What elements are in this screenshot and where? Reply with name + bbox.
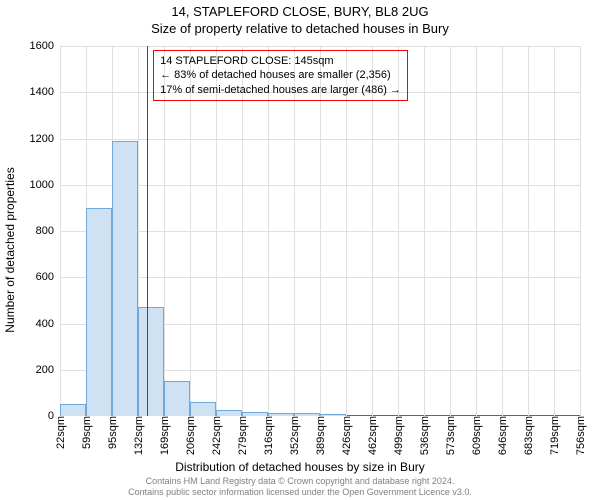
annotation-line-2: ← 83% of detached houses are smaller (2,… xyxy=(160,68,401,82)
histogram-bar xyxy=(242,412,268,416)
x-tick: 95sqm xyxy=(105,416,119,449)
gridline-v xyxy=(528,46,529,416)
histogram-bar xyxy=(86,208,112,416)
gridline-v xyxy=(346,46,347,416)
y-tick: 1400 xyxy=(30,86,60,98)
x-tick: 316sqm xyxy=(261,416,275,455)
x-tick: 242sqm xyxy=(209,416,223,455)
histogram-bar xyxy=(294,413,320,416)
gridline-v xyxy=(372,46,373,416)
histogram-bar xyxy=(268,413,294,416)
gridline-v xyxy=(190,46,191,416)
gridline-v xyxy=(164,46,165,416)
gridline-v xyxy=(476,46,477,416)
x-tick: 169sqm xyxy=(157,416,171,455)
y-tick: 1000 xyxy=(30,179,60,191)
x-tick: 279sqm xyxy=(235,416,249,455)
x-tick: 499sqm xyxy=(391,416,405,455)
x-tick: 646sqm xyxy=(495,416,509,455)
x-tick: 609sqm xyxy=(469,416,483,455)
x-tick: 59sqm xyxy=(79,416,93,449)
x-tick: 389sqm xyxy=(313,416,327,455)
annotation-box: 14 STAPLEFORD CLOSE: 145sqm← 83% of deta… xyxy=(153,50,408,101)
footer-line-2: Contains public sector information licen… xyxy=(0,487,600,498)
gridline-v xyxy=(398,46,399,416)
x-tick: 22sqm xyxy=(53,416,67,449)
y-tick: 400 xyxy=(36,318,60,330)
histogram-bar xyxy=(320,414,346,416)
x-tick: 536sqm xyxy=(417,416,431,455)
x-tick: 573sqm xyxy=(443,416,457,455)
gridline-v xyxy=(242,46,243,416)
footer-attribution: Contains HM Land Registry data © Crown c… xyxy=(0,476,600,499)
x-tick: 352sqm xyxy=(287,416,301,455)
plot-area: 0200400600800100012001400160022sqm59sqm9… xyxy=(60,46,580,416)
footer-line-1: Contains HM Land Registry data © Crown c… xyxy=(0,476,600,487)
y-axis-label: Number of detached properties xyxy=(3,167,17,332)
gridline-v xyxy=(320,46,321,416)
annotation-line-3: 17% of semi-detached houses are larger (… xyxy=(160,83,401,97)
gridline-v xyxy=(450,46,451,416)
x-tick: 462sqm xyxy=(365,416,379,455)
gridline-v xyxy=(580,46,581,416)
gridline-v xyxy=(216,46,217,416)
x-tick: 719sqm xyxy=(547,416,561,455)
gridline-v xyxy=(554,46,555,416)
y-tick: 800 xyxy=(36,225,60,237)
histogram-bar xyxy=(138,307,164,416)
gridline-v xyxy=(294,46,295,416)
x-tick: 206sqm xyxy=(183,416,197,455)
x-tick: 132sqm xyxy=(131,416,145,455)
x-tick: 683sqm xyxy=(521,416,535,455)
histogram-bar xyxy=(216,410,242,416)
y-tick: 200 xyxy=(36,364,60,376)
histogram-bar xyxy=(190,402,216,416)
histogram-bar xyxy=(164,381,190,416)
y-tick: 600 xyxy=(36,271,60,283)
x-axis-label: Distribution of detached houses by size … xyxy=(0,460,600,474)
y-tick: 1200 xyxy=(30,133,60,145)
x-tick: 426sqm xyxy=(339,416,353,455)
gridline-v xyxy=(502,46,503,416)
x-tick: 756sqm xyxy=(573,416,587,455)
gridline-v xyxy=(268,46,269,416)
title-line-1: 14, STAPLEFORD CLOSE, BURY, BL8 2UG xyxy=(0,4,600,21)
gridline-v xyxy=(60,46,61,416)
annotation-line-1: 14 STAPLEFORD CLOSE: 145sqm xyxy=(160,54,401,68)
histogram-bar xyxy=(60,404,86,416)
title-line-2: Size of property relative to detached ho… xyxy=(0,21,600,38)
y-tick: 1600 xyxy=(30,40,60,52)
gridline-v xyxy=(424,46,425,416)
histogram-bar xyxy=(112,141,138,416)
marker-line xyxy=(147,46,148,416)
